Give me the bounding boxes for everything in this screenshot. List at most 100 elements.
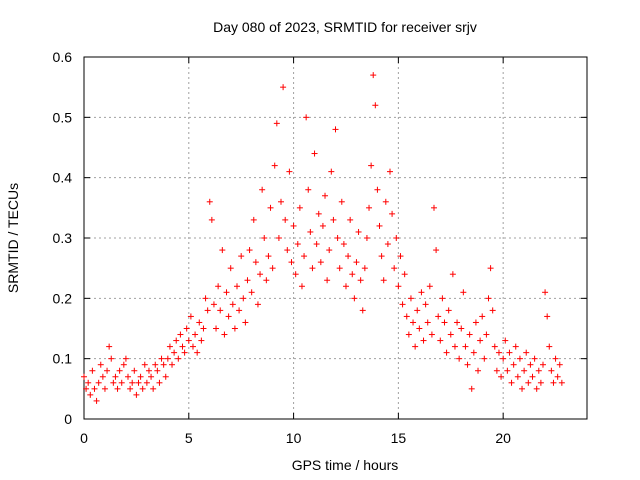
x-tick-label: 20 — [495, 430, 511, 446]
data-point — [135, 379, 142, 386]
data-point — [315, 210, 322, 217]
data-point — [495, 349, 502, 356]
data-point — [420, 337, 427, 344]
data-point — [106, 343, 113, 350]
data-point — [374, 186, 381, 193]
data-point — [393, 235, 400, 241]
data-point — [525, 379, 532, 386]
data-point — [403, 313, 410, 320]
data-point — [275, 235, 282, 241]
data-point — [240, 295, 247, 302]
data-point — [508, 379, 515, 386]
data-point — [447, 331, 454, 338]
data-point — [548, 367, 555, 374]
data-point — [506, 349, 513, 356]
data-point — [254, 301, 261, 308]
data-point — [129, 379, 136, 386]
data-point — [481, 355, 488, 362]
data-point — [101, 385, 108, 392]
data-point — [531, 355, 538, 362]
data-point — [317, 259, 324, 266]
data-point — [372, 102, 379, 109]
data-point — [368, 162, 375, 169]
data-point — [437, 337, 444, 344]
data-point — [288, 259, 295, 266]
data-point — [483, 331, 490, 338]
data-point — [353, 259, 360, 266]
data-point — [110, 379, 117, 386]
data-point — [519, 385, 526, 392]
data-point — [439, 295, 446, 302]
data-point — [118, 379, 125, 386]
data-point — [169, 361, 176, 368]
data-point — [93, 397, 100, 404]
data-point — [154, 367, 161, 374]
data-point — [500, 355, 507, 362]
data-point — [194, 349, 201, 356]
data-point — [284, 247, 291, 254]
data-point — [83, 385, 90, 392]
data-point — [145, 367, 152, 374]
data-point — [215, 283, 222, 290]
data-point — [391, 265, 398, 272]
data-point — [487, 265, 494, 272]
data-point — [125, 373, 132, 380]
data-point — [233, 283, 240, 290]
data-point — [97, 361, 104, 368]
data-point — [210, 301, 217, 308]
data-point — [309, 265, 316, 272]
y-tick-label: 0.1 — [53, 351, 73, 367]
x-tick-label: 15 — [391, 430, 407, 446]
data-point — [248, 289, 255, 296]
data-point — [223, 289, 230, 296]
data-point — [278, 198, 285, 205]
data-point — [512, 343, 519, 350]
y-tick-label: 0.2 — [53, 290, 73, 306]
data-point — [198, 337, 205, 344]
data-point — [141, 361, 148, 368]
data-point — [114, 385, 121, 392]
data-point — [466, 331, 473, 338]
data-point — [431, 204, 438, 211]
data-point — [242, 319, 249, 326]
data-point — [158, 355, 165, 362]
data-point — [416, 325, 423, 332]
data-point — [95, 379, 102, 386]
data-point — [424, 319, 431, 326]
y-tick-label: 0.6 — [53, 49, 73, 65]
data-point — [361, 265, 368, 272]
data-point — [460, 289, 467, 296]
data-point — [296, 204, 303, 211]
data-point — [282, 216, 289, 223]
data-point — [464, 361, 471, 368]
data-point — [122, 355, 129, 362]
data-point — [489, 307, 496, 314]
y-tick-labels: 0 0.1 0.2 0.3 0.4 0.5 0.6 — [53, 49, 73, 427]
data-point — [514, 373, 521, 380]
data-point — [355, 228, 362, 235]
data-point — [250, 216, 257, 223]
y-axis-label: SRMTID / TECUs — [5, 183, 21, 293]
data-point — [231, 325, 238, 332]
data-point — [166, 343, 173, 350]
data-point — [527, 361, 534, 368]
data-point — [477, 337, 484, 344]
data-point — [311, 150, 318, 157]
data-point — [280, 84, 287, 91]
data-point — [162, 373, 169, 380]
data-point — [290, 222, 297, 229]
data-point — [382, 198, 389, 205]
data-point — [202, 295, 209, 302]
data-point — [196, 319, 203, 326]
data-point — [148, 373, 155, 380]
data-point — [171, 349, 178, 356]
data-point — [175, 355, 182, 362]
data-point — [112, 373, 119, 380]
data-point — [347, 216, 354, 223]
data-point — [252, 259, 259, 266]
data-point — [152, 361, 159, 368]
data-point — [380, 277, 387, 284]
data-point — [412, 343, 419, 350]
data-point — [89, 367, 96, 374]
